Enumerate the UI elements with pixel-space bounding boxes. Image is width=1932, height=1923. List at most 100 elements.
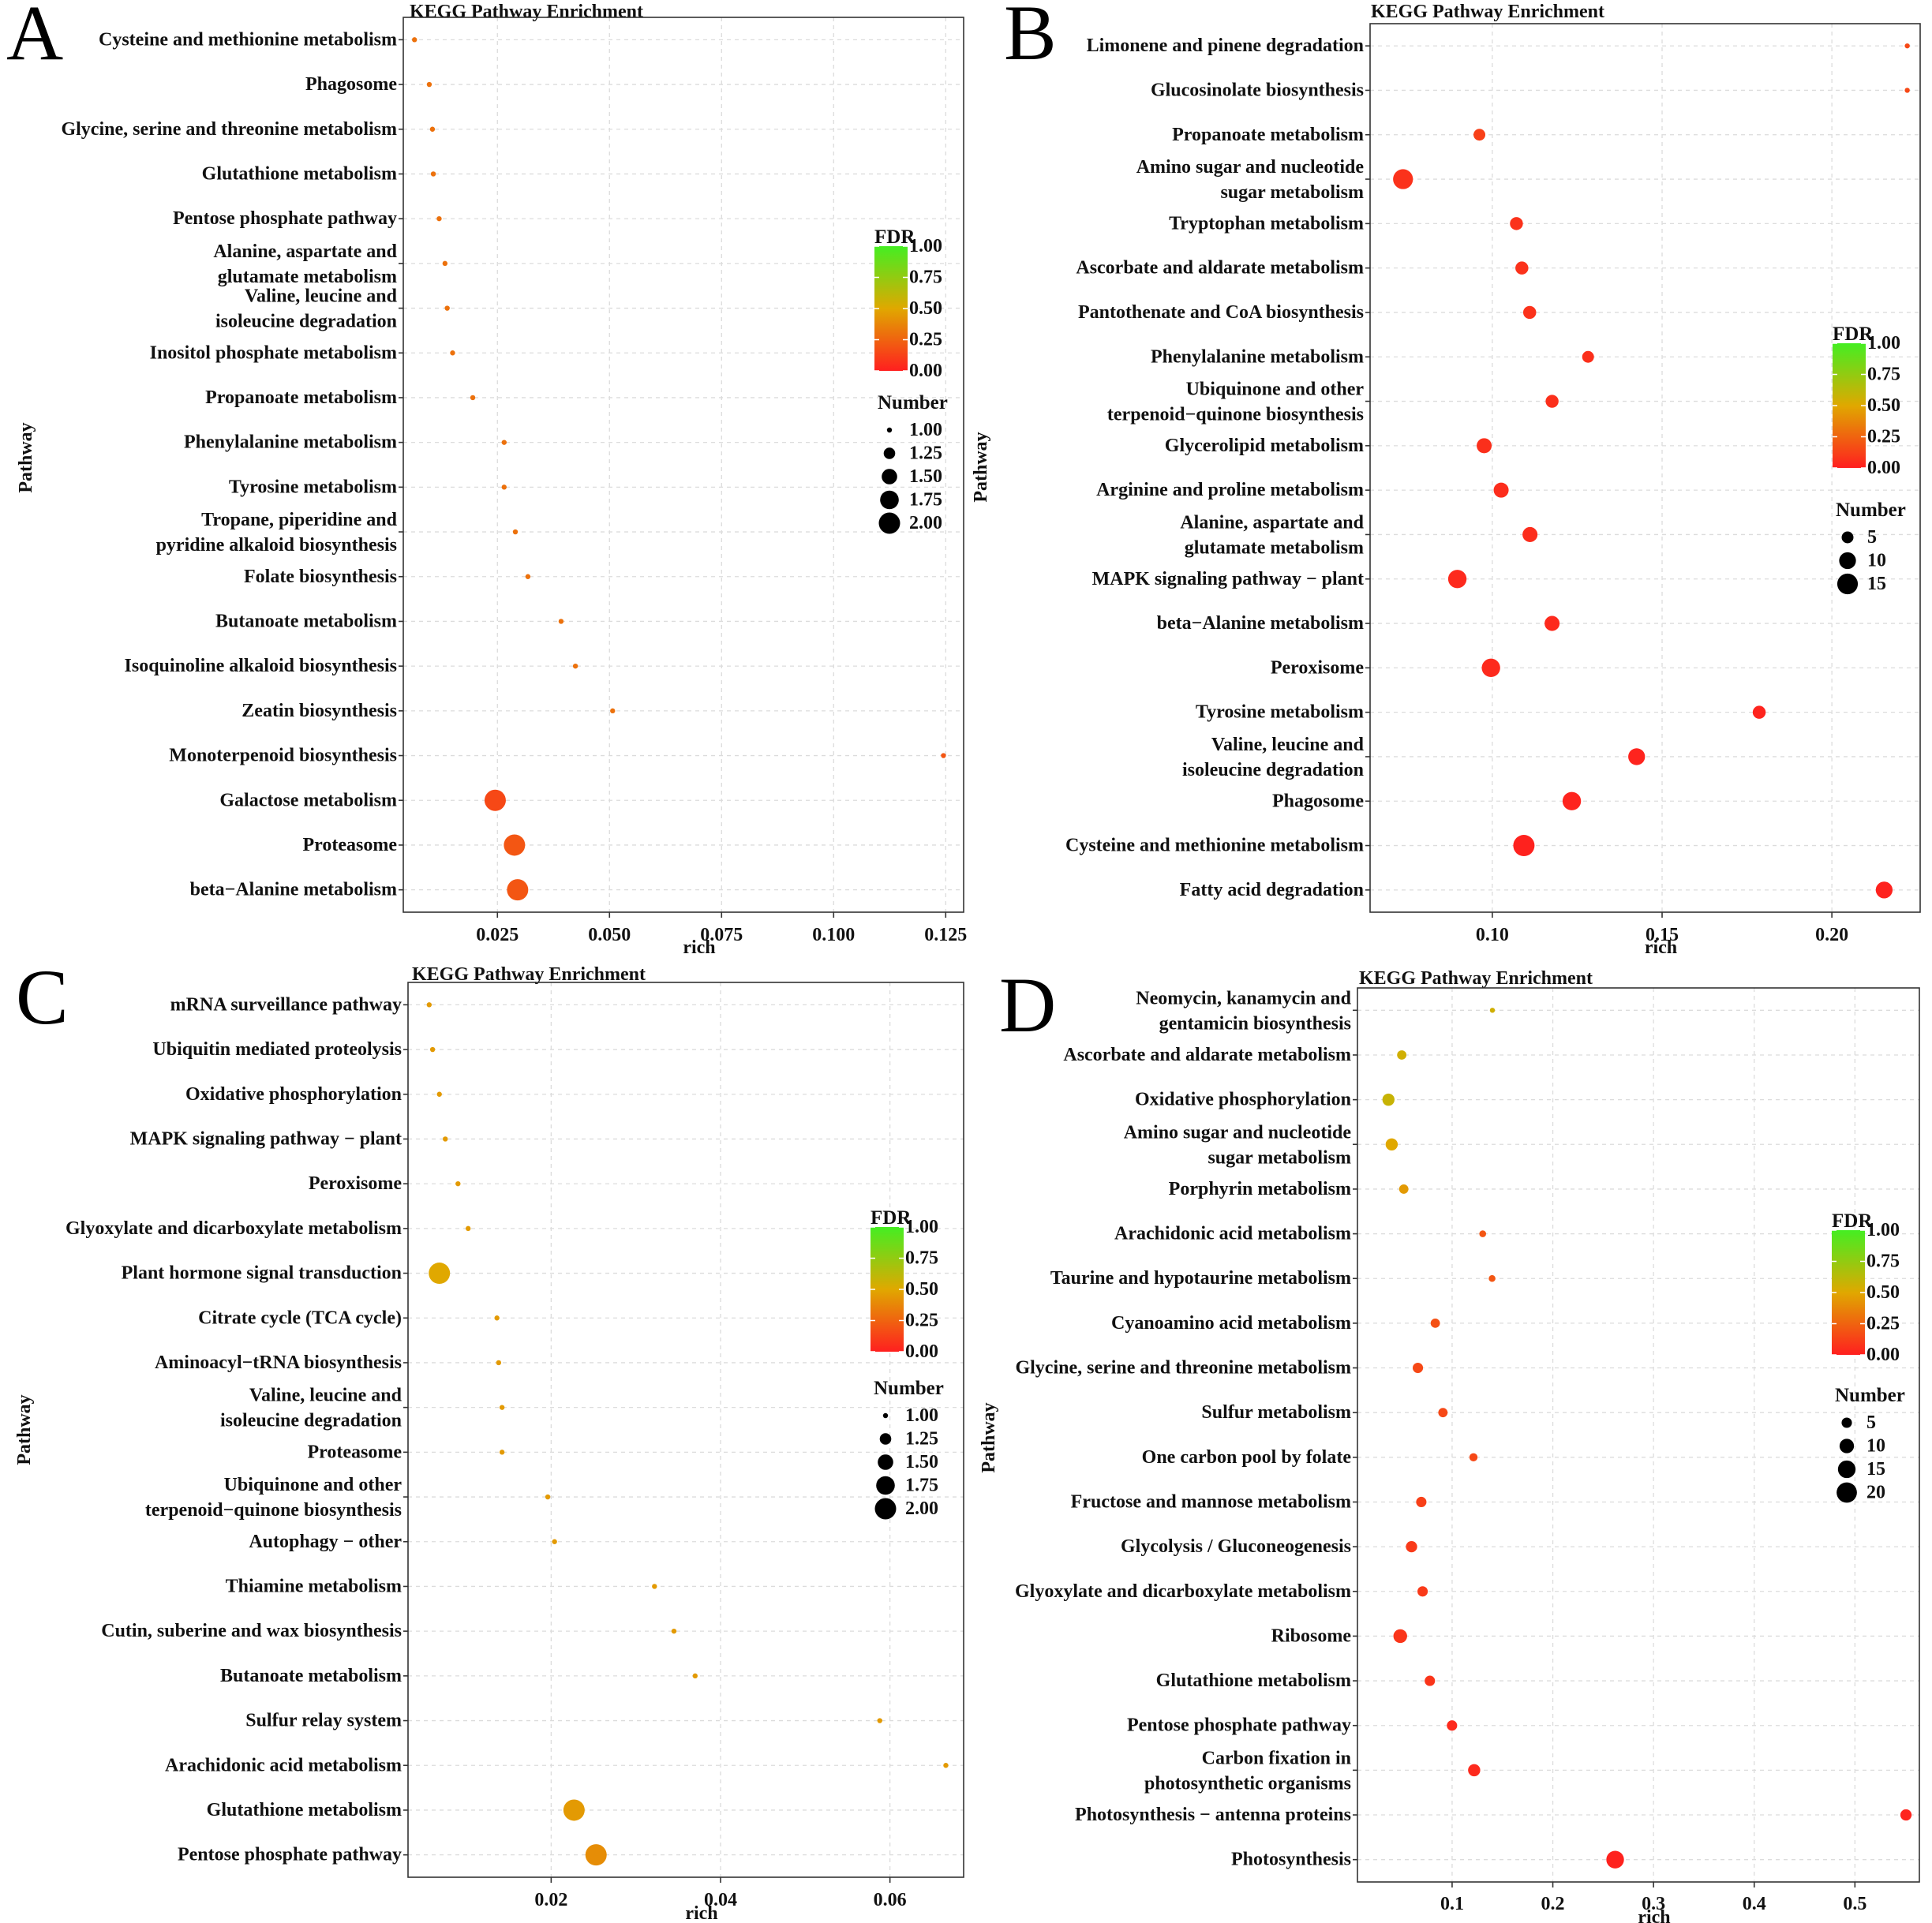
pathway-label: Glutathione metabolism (1156, 1670, 1351, 1691)
data-point (1416, 1496, 1427, 1508)
panel-a: A KEGG Pathway Enrichment Cysteine and met… (6, 0, 967, 958)
pathway-label: Neomycin, kanamycin and gentamicin biosyn… (1136, 988, 1351, 1034)
pathway-label-line: Ubiquinone and other (1186, 380, 1365, 400)
pathway-label-line: Neomycin, kanamycin and (1136, 988, 1351, 1008)
data-point (442, 260, 448, 267)
pathway-label: Butanoate metabolism (220, 1666, 402, 1686)
pathway-label: Photosynthesis − antenna proteins (1075, 1805, 1351, 1825)
colorbar-tick-label: 0.00 (1867, 458, 1900, 478)
size-legend-label: 1.75 (909, 490, 942, 511)
data-point (1468, 1764, 1481, 1777)
pathway-label: Phagosome (305, 74, 397, 95)
number-legend-title: Number (1836, 499, 1906, 521)
panel-letter-b: B (1004, 0, 1057, 77)
pathway-label: Ascorbate and aldarate metabolism (1076, 258, 1364, 279)
pathway-label-line: photosynthetic organisms (1144, 1773, 1351, 1794)
data-point (545, 1494, 551, 1500)
data-point (1606, 1850, 1624, 1869)
data-point (470, 395, 476, 401)
number-legend-title: Number (1835, 1385, 1905, 1406)
chart-title-d: KEGG Pathway Enrichment (1359, 968, 1593, 989)
pathway-label: Citrate cycle (TCA cycle) (198, 1308, 402, 1328)
pathway-label: Carbon fixation in photosynthetic organis… (1144, 1748, 1351, 1794)
pathway-label: Glyoxylate and dicarboxylate metabolism (66, 1218, 402, 1239)
data-point (1562, 791, 1582, 810)
colorbar-tick-label: 0.25 (1866, 1314, 1900, 1334)
data-point (1447, 570, 1467, 589)
x-tick-label: 0.20 (1815, 925, 1848, 945)
colorbar-tick-label: 1.00 (1866, 1220, 1900, 1240)
data-point (585, 1844, 607, 1866)
data-point (426, 81, 432, 88)
pathway-label: Isoquinoline alkaloid biosynthesis (125, 656, 397, 676)
pathway-label: Glyoxylate and dicarboxylate metabolism (1015, 1581, 1351, 1602)
size-legend-dot (879, 1433, 892, 1445)
size-legend-dot (876, 1476, 895, 1495)
fdr-colorbar (874, 246, 908, 371)
pathway-label: Valine, leucine and isoleucine degradatio… (220, 1386, 402, 1431)
pathway-label: Phenylalanine metabolism (1151, 346, 1364, 367)
pathway-label-line: Alanine, aspartate and (213, 241, 397, 262)
y-axis-title-c: Pathway (14, 1394, 35, 1465)
data-point (1488, 1274, 1496, 1282)
gridlines-a (403, 17, 964, 912)
data-point (610, 708, 616, 714)
pathway-label: Amino sugar and nucleotide sugar metaboli… (1124, 1122, 1352, 1168)
pathway-label: mRNA surveillance pathway (170, 994, 402, 1015)
size-legend-label: 1.50 (909, 466, 942, 487)
pathway-label: Plant hormone signal transduction (122, 1263, 402, 1284)
pathway-label: Tyrosine metabolism (1196, 702, 1364, 723)
legend-c: FDR1.000.750.500.250.00Number1.001.251.5… (871, 1207, 944, 1520)
gridlines-c (408, 982, 964, 1877)
pathway-label: Ubiquinone and other terpenoid−quinone bi… (1107, 380, 1364, 425)
data-point (512, 529, 519, 535)
data-point (494, 1315, 500, 1321)
pathway-label-line: Valine, leucine and (1211, 735, 1365, 755)
pathway-label: Glutathione metabolism (202, 163, 397, 184)
data-point (1875, 881, 1893, 899)
data-point (1397, 1050, 1407, 1060)
pathway-label-line: Valine, leucine and (249, 1386, 402, 1406)
pathway-label: Ascorbate and aldarate metabolism (1063, 1045, 1351, 1065)
chart-title-a: KEGG Pathway Enrichment (410, 2, 643, 22)
pathway-label-line: glutamate metabolism (218, 267, 397, 287)
data-point (412, 37, 417, 43)
panel-letter-c: C (16, 953, 69, 1041)
data-point (499, 1450, 505, 1455)
pathway-label: Glycine, serine and threonine metabolism (1015, 1358, 1351, 1379)
colorbar-tick-label: 0.25 (909, 330, 942, 350)
x-tick-label: 0.3 (1642, 1894, 1665, 1914)
pathway-label: Autophagy − other (249, 1532, 402, 1552)
size-legend-label: 5 (1867, 527, 1877, 548)
size-legend-label: 1.00 (909, 420, 942, 440)
data-point (572, 663, 578, 669)
data-point (1510, 217, 1523, 230)
data-point (1628, 748, 1646, 765)
data-point (484, 789, 506, 811)
pathway-label: Arachidonic acid metabolism (165, 1755, 402, 1775)
pathway-label-line: gentamicin biosynthesis (1159, 1013, 1351, 1034)
data-point (1469, 1453, 1478, 1461)
data-point (504, 834, 526, 856)
colorbar-tick-label: 0.25 (905, 1311, 938, 1331)
plot-frame-b (1369, 23, 1921, 913)
pathway-label: Arachidonic acid metabolism (1114, 1224, 1351, 1244)
pathway-label: Cutin, suberine and wax biosynthesis (101, 1621, 402, 1641)
pathway-label: Ribosome (1271, 1626, 1352, 1646)
data-point (1425, 1675, 1436, 1686)
pathway-label: Tropane, piperidine and pyridine alkaloid… (156, 510, 398, 556)
size-legend-dot (878, 512, 900, 534)
x-axis-title-b: rich (1645, 937, 1677, 958)
pathway-label: One carbon pool by folate (1142, 1447, 1352, 1468)
data-point (1489, 1008, 1496, 1013)
fdr-legend-title: FDR (1833, 324, 1874, 345)
data-point (1406, 1540, 1417, 1553)
colorbar-tick-label: 0.00 (905, 1341, 938, 1362)
size-legend-dot (886, 427, 893, 433)
size-legend-label: 1.00 (905, 1405, 938, 1426)
x-tick-label: 0.2 (1541, 1894, 1565, 1914)
pathway-label: Phenylalanine metabolism (184, 432, 397, 453)
pathway-label: Photosynthesis (1231, 1850, 1351, 1870)
size-legend-dot (1837, 1482, 1857, 1503)
pathway-label: Pentose phosphate pathway (173, 208, 397, 229)
